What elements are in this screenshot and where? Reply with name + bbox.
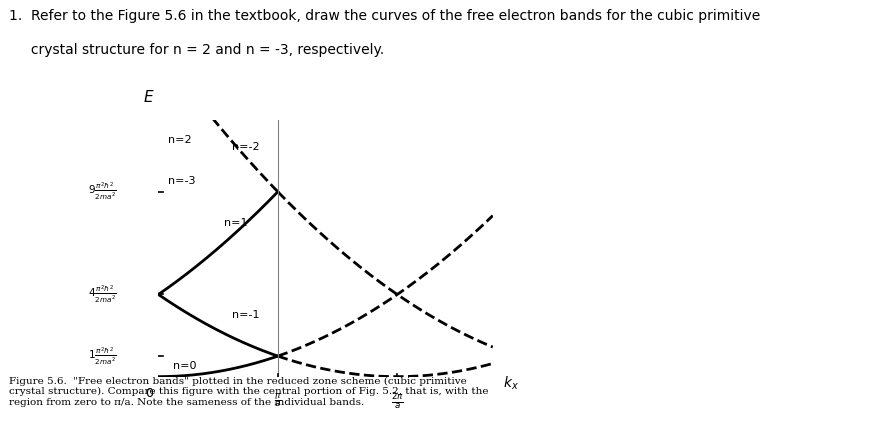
Text: n=1: n=1: [224, 217, 247, 228]
Text: n=2: n=2: [168, 135, 192, 146]
Text: 1.  Refer to the Figure 5.6 in the textbook, draw the curves of the free electro: 1. Refer to the Figure 5.6 in the textbo…: [9, 9, 760, 23]
Text: 9$\frac{\pi^2\hbar^2}{2ma^2}$: 9$\frac{\pi^2\hbar^2}{2ma^2}$: [88, 181, 116, 202]
Text: n=0: n=0: [172, 361, 196, 372]
Text: n=-2: n=-2: [232, 142, 260, 152]
Text: Figure 5.6.  "Free electron bands" plotted in the reduced zone scheme (cubic pri: Figure 5.6. "Free electron bands" plotte…: [9, 377, 488, 407]
Text: $\frac{2\pi}{a}$: $\frac{2\pi}{a}$: [391, 391, 404, 412]
Text: n=-1: n=-1: [232, 310, 260, 320]
Text: 0: 0: [145, 387, 153, 400]
Text: $k_x$: $k_x$: [502, 374, 518, 392]
Text: crystal structure for n = 2 and n = -3, respectively.: crystal structure for n = 2 and n = -3, …: [9, 43, 384, 57]
Text: 4$\frac{\pi^2\hbar^2}{2ma^2}$: 4$\frac{\pi^2\hbar^2}{2ma^2}$: [88, 284, 116, 305]
Text: $\frac{\pi}{a}$: $\frac{\pi}{a}$: [275, 391, 282, 409]
Text: 1$\frac{\pi^2\hbar^2}{2ma^2}$: 1$\frac{\pi^2\hbar^2}{2ma^2}$: [88, 345, 116, 367]
Text: E: E: [144, 90, 154, 105]
Text: n=-3: n=-3: [168, 176, 195, 187]
